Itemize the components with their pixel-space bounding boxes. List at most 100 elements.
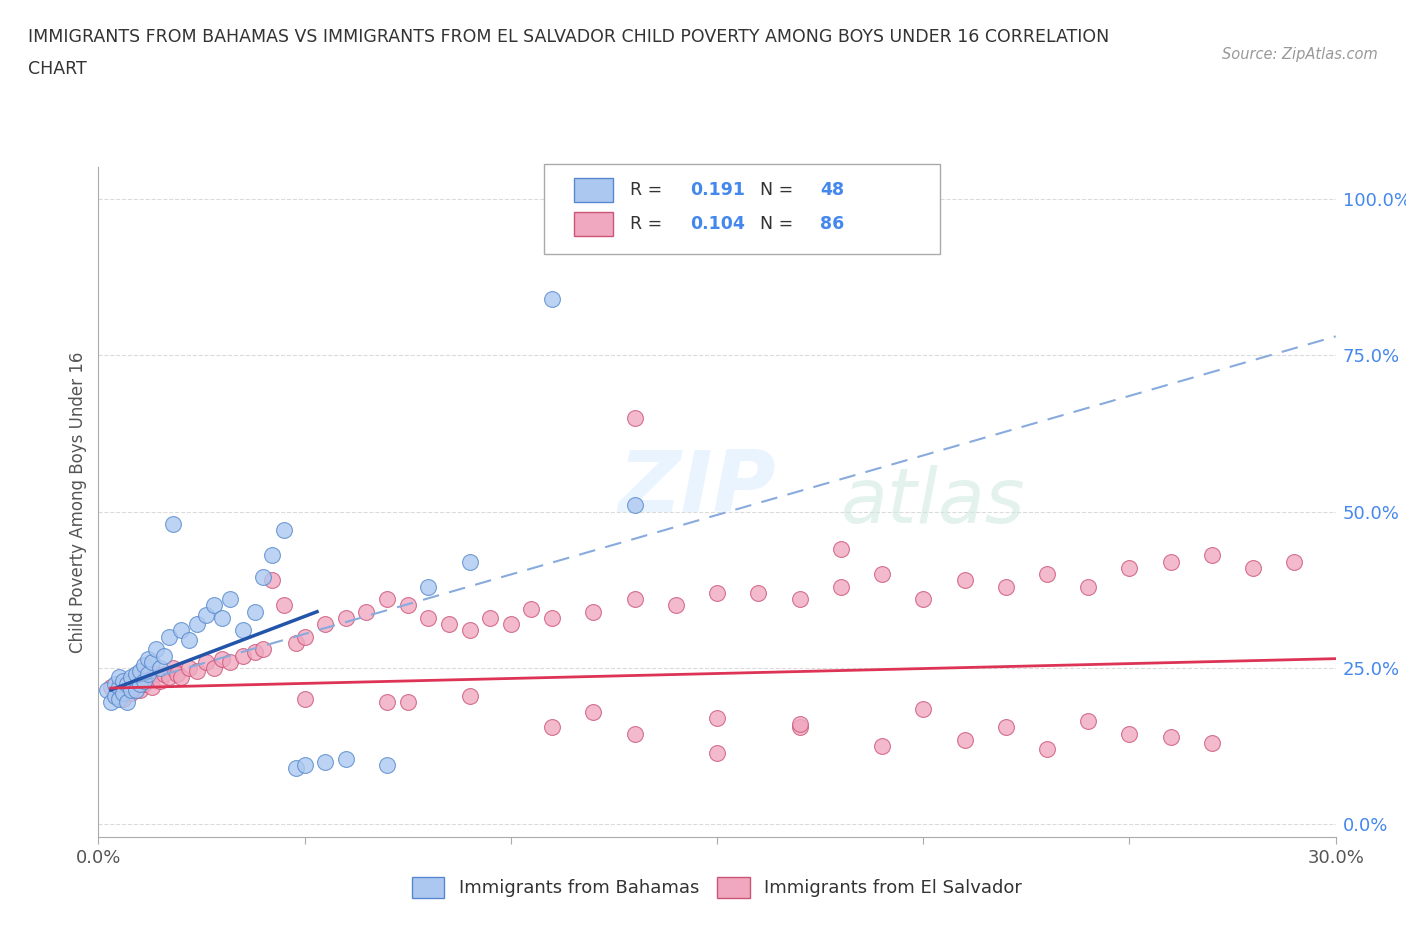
Point (789, 717, 811, 732)
Point (186, 664, 208, 679)
Point (149, 660, 172, 675)
Text: IMMIGRANTS FROM BAHAMAS VS IMMIGRANTS FROM EL SALVADOR CHILD POVERTY AMONG BOYS : IMMIGRANTS FROM BAHAMAS VS IMMIGRANTS FR… (28, 28, 1109, 46)
Point (396, 695, 419, 710)
Point (211, 610, 233, 625)
Point (260, 548, 283, 563)
Point (665, 598, 688, 613)
Point (219, 591, 242, 606)
Point (870, 738, 893, 753)
Point (124, 667, 146, 682)
Point (541, 291, 564, 306)
Point (623, 498, 645, 512)
Text: ZIP: ZIP (619, 447, 776, 530)
Point (202, 660, 225, 675)
Point (789, 720, 811, 735)
Point (112, 676, 135, 691)
Point (145, 667, 167, 682)
Point (117, 676, 139, 691)
Point (132, 658, 155, 672)
Point (132, 676, 155, 691)
Point (1160, 554, 1182, 569)
Point (120, 673, 142, 688)
Point (1077, 579, 1099, 594)
Legend: Immigrants from Bahamas, Immigrants from El Salvador: Immigrants from Bahamas, Immigrants from… (405, 870, 1029, 905)
Point (170, 670, 193, 684)
Text: CHART: CHART (28, 60, 87, 78)
Point (870, 566, 893, 581)
Point (104, 689, 127, 704)
Point (120, 683, 142, 698)
Point (166, 667, 188, 682)
Point (294, 692, 316, 707)
Point (314, 754, 336, 769)
Point (747, 586, 769, 601)
Point (112, 673, 135, 688)
Point (541, 610, 564, 625)
Text: 0.191: 0.191 (690, 181, 745, 199)
Point (157, 670, 180, 684)
Point (145, 642, 167, 657)
Point (128, 683, 150, 698)
Point (396, 598, 419, 613)
Y-axis label: Child Poverty Among Boys Under 16: Child Poverty Among Boys Under 16 (69, 352, 87, 653)
Point (285, 761, 308, 776)
Point (108, 680, 131, 695)
Point (108, 683, 131, 698)
Point (120, 670, 142, 684)
Point (912, 591, 935, 606)
Point (375, 591, 398, 606)
Point (96, 683, 118, 698)
Point (243, 604, 266, 619)
Point (994, 720, 1017, 735)
Point (335, 751, 357, 766)
Point (582, 604, 605, 619)
Point (1160, 729, 1182, 744)
Point (314, 617, 336, 631)
Point (157, 630, 180, 644)
Point (375, 695, 398, 710)
FancyBboxPatch shape (574, 179, 613, 202)
Point (104, 676, 127, 691)
Text: N =: N = (761, 215, 799, 232)
Point (1118, 726, 1140, 741)
Point (202, 598, 225, 613)
Point (706, 711, 728, 725)
Point (418, 610, 440, 625)
Point (194, 607, 217, 622)
Point (132, 673, 155, 688)
FancyBboxPatch shape (544, 164, 939, 255)
Point (1036, 566, 1059, 581)
Point (273, 598, 295, 613)
Point (232, 623, 254, 638)
Point (994, 579, 1017, 594)
Point (1036, 742, 1059, 757)
Point (170, 623, 193, 638)
Point (136, 670, 159, 684)
Text: atlas: atlas (841, 465, 1025, 539)
Point (124, 683, 146, 698)
Point (108, 670, 131, 684)
Point (252, 642, 274, 657)
Point (953, 573, 976, 588)
Point (830, 579, 852, 594)
Point (285, 635, 308, 650)
Point (149, 673, 172, 688)
Point (953, 733, 976, 748)
Point (117, 695, 139, 710)
Text: R =: R = (630, 215, 668, 232)
Point (108, 692, 131, 707)
Point (128, 664, 150, 679)
Point (294, 630, 316, 644)
Point (623, 726, 645, 741)
Text: 0.104: 0.104 (690, 215, 745, 232)
Point (194, 655, 217, 670)
Point (162, 517, 184, 532)
Point (100, 695, 122, 710)
Point (520, 601, 543, 616)
Point (789, 591, 811, 606)
Point (141, 680, 163, 695)
Point (112, 685, 135, 700)
Point (100, 680, 122, 695)
Point (1284, 554, 1306, 569)
Point (120, 685, 142, 700)
